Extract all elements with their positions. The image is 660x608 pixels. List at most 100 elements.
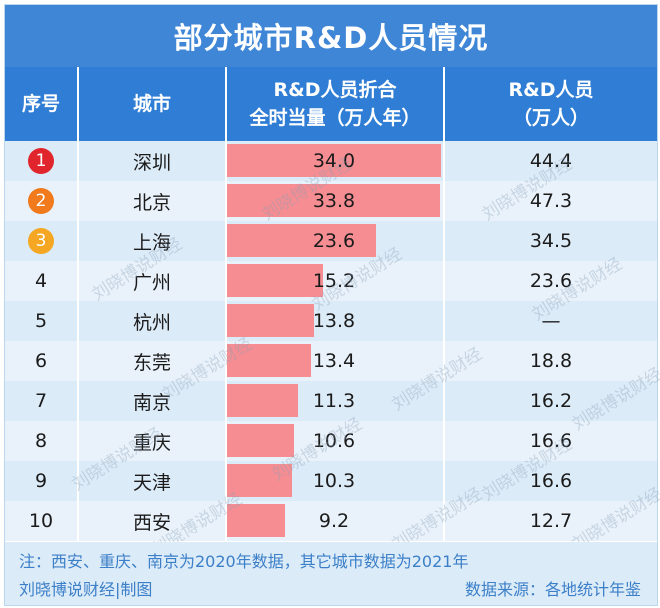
- table-row: 6 东莞 13.4 18.8: [5, 341, 657, 382]
- rank-cell: 7: [5, 381, 77, 421]
- fte-value: 9.2: [318, 510, 350, 532]
- rank-number: 6: [34, 350, 48, 372]
- city-name: 广州: [132, 271, 171, 294]
- rank-badge: 2: [28, 188, 54, 214]
- fte-value: 11.3: [312, 390, 356, 412]
- fte-bar-cell: 15.2: [227, 261, 441, 301]
- personnel-value: 18.8: [529, 350, 573, 372]
- table-row: 9 天津 10.3 16.6: [5, 461, 657, 502]
- header-divider: [443, 67, 445, 141]
- table-row: 3 上海 23.6 34.5: [5, 221, 657, 262]
- header-divider: [225, 67, 227, 141]
- city-name: 南京: [132, 391, 171, 414]
- personnel-value: 16.6: [529, 430, 573, 452]
- column-divider: [225, 141, 227, 541]
- chart-footer: 注：西安、重庆、南京为2020年数据，其它城市数据为2021年 刘晓博说财经|制…: [5, 542, 657, 605]
- personnel-value: 16.6: [529, 470, 573, 492]
- table-row: 10 西安 9.2 12.7: [5, 501, 657, 542]
- fte-bar: [227, 304, 314, 337]
- table-row: 5 杭州 13.8 —: [5, 301, 657, 342]
- chart-frame: 部分城市R&D人员情况 序号 城市 R&D人员折合 全时当量（万人年） R&D人…: [4, 4, 660, 606]
- fte-bar-cell: 10.3: [227, 461, 441, 501]
- header-fte: R&D人员折合 全时当量（万人年）: [227, 67, 443, 141]
- personnel-value: 12.7: [529, 510, 573, 532]
- fte-value: 33.8: [312, 190, 356, 212]
- personnel-value: 44.4: [529, 150, 573, 172]
- fte-bar: [227, 144, 441, 177]
- city-name: 天津: [132, 471, 171, 494]
- table-row: 7 南京 11.3 16.2: [5, 381, 657, 422]
- fte-bar-cell: 13.4: [227, 341, 441, 381]
- fte-bar: [227, 464, 292, 497]
- fte-bar-cell: 11.3: [227, 381, 441, 421]
- fte-bar-cell: 10.6: [227, 421, 441, 461]
- personnel-value: 23.6: [529, 270, 573, 292]
- fte-bar: [227, 384, 298, 417]
- fte-value: 34.0: [312, 150, 356, 172]
- personnel-value: —: [541, 310, 561, 332]
- rank-number: 7: [34, 390, 48, 412]
- header-personnel-line1: R&D人员: [508, 79, 594, 101]
- column-divider: [443, 141, 445, 541]
- fte-bar: [227, 344, 311, 377]
- rank-cell: 4: [5, 261, 77, 301]
- footnote: 注：西安、重庆、南京为2020年数据，其它城市数据为2021年: [19, 552, 469, 571]
- rank-cell: 8: [5, 421, 77, 461]
- fte-bar-cell: 33.8: [227, 181, 441, 221]
- personnel-value: 47.3: [529, 190, 573, 212]
- fte-value: 15.2: [312, 270, 356, 292]
- header-city: 城市: [79, 67, 225, 141]
- header-personnel: R&D人员 （万人）: [445, 67, 657, 141]
- fte-bar: [227, 264, 323, 297]
- fte-bar-cell: 13.8: [227, 301, 441, 341]
- fte-value: 13.4: [312, 350, 356, 372]
- column-divider: [77, 141, 79, 541]
- city-name: 北京: [132, 191, 171, 214]
- header-personnel-line2: （万人）: [512, 107, 589, 129]
- fte-bar-cell: 23.6: [227, 221, 441, 261]
- fte-value: 13.8: [312, 310, 356, 332]
- personnel-value: 34.5: [529, 230, 573, 252]
- chart-title: 部分城市R&D人员情况: [5, 5, 657, 67]
- fte-value: 10.6: [312, 430, 356, 452]
- rank-number: 8: [34, 430, 48, 452]
- rank-cell: 9: [5, 461, 77, 501]
- header-fte-line1: R&D人员折合: [273, 79, 397, 101]
- table-header: 序号 城市 R&D人员折合 全时当量（万人年） R&D人员 （万人）: [5, 67, 657, 143]
- rank-number: 9: [34, 470, 48, 492]
- rank-badge: 3: [28, 228, 54, 254]
- fte-bar: [227, 424, 294, 457]
- rank-badge: 1: [28, 148, 54, 174]
- fte-bar-cell: 9.2: [227, 501, 441, 541]
- fte-bar: [227, 184, 440, 217]
- rank-cell: 3: [5, 221, 77, 261]
- rank-number: 4: [34, 270, 48, 292]
- rank-cell: 2: [5, 181, 77, 221]
- fte-bar: [227, 504, 285, 537]
- table-row: 4 广州 15.2 23.6: [5, 261, 657, 302]
- personnel-value: 16.2: [529, 390, 573, 412]
- fte-value: 10.3: [312, 470, 356, 492]
- city-name: 西安: [132, 511, 171, 534]
- table-row: 2 北京 33.8 47.3: [5, 181, 657, 222]
- rank-number: 5: [34, 310, 48, 332]
- header-rank: 序号: [5, 67, 77, 141]
- city-name: 杭州: [132, 311, 171, 334]
- header-divider: [77, 67, 79, 141]
- fte-bar-cell: 34.0: [227, 141, 441, 181]
- fte-bar: [227, 224, 376, 257]
- header-city-label: 城市: [132, 93, 171, 115]
- city-name: 深圳: [132, 151, 171, 174]
- table-row: 8 重庆 10.6 16.6: [5, 421, 657, 462]
- credit-text: 刘晓博说财经|制图: [19, 580, 153, 599]
- city-name: 上海: [132, 231, 171, 254]
- header-rank-label: 序号: [21, 93, 60, 115]
- city-name: 重庆: [132, 431, 171, 454]
- rank-cell: 10: [5, 501, 77, 541]
- fte-value: 23.6: [312, 230, 356, 252]
- source-text: 数据来源：各地统计年鉴: [464, 580, 641, 599]
- city-name: 东莞: [132, 351, 171, 374]
- header-fte-line2: 全时当量（万人年）: [249, 107, 421, 129]
- table-row: 1 深圳 34.0 44.4: [5, 141, 657, 182]
- rank-number: 10: [28, 510, 54, 532]
